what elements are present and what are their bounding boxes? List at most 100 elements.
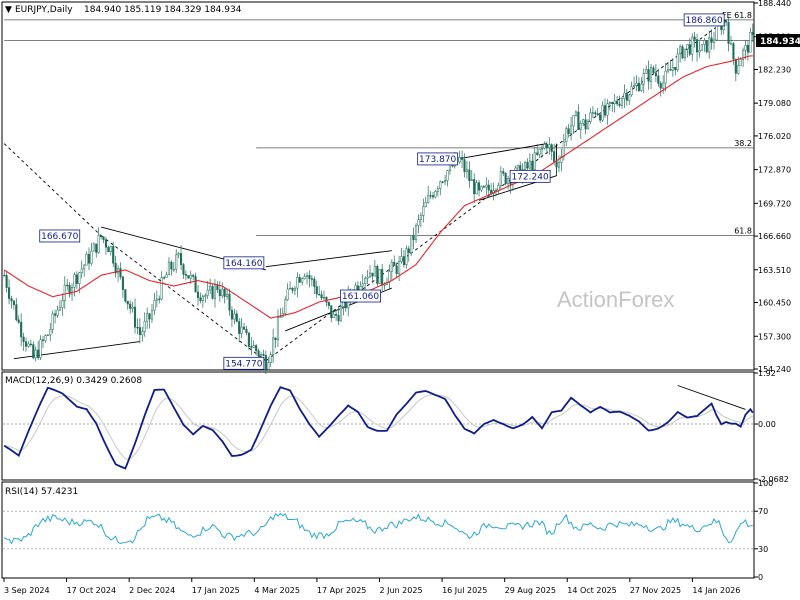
candle-body [303,276,306,279]
horizontal-level-label: FE 61.8 [722,11,752,20]
price-tick-label: 188.440 [758,0,791,8]
candle-body [461,157,464,160]
candle-body [429,195,432,197]
candle-body [119,268,122,278]
candle-body [528,160,531,169]
candle-body [444,180,447,183]
horizontal-level-label: 38.2 [734,139,752,148]
candle-body [51,313,54,330]
candle-body [17,319,20,323]
candle-body [487,184,490,191]
candle-body [289,287,292,290]
price-annotation-box [223,356,265,370]
time-tick-label: 14 Jan 2026 [692,586,740,595]
candle-body [526,162,529,169]
candle-body [221,288,224,297]
candle-body [482,186,485,188]
candle-body [269,354,272,363]
price-tick-label: 163.510 [758,266,791,275]
candle-body [213,284,217,299]
candle-body [250,346,253,348]
wedge-upper-line [265,250,392,268]
price-tick-label: 169.720 [758,199,791,208]
rsi-tick-label: 30 [758,545,768,554]
candle-body [189,274,192,279]
price-annotation-label: 154.770 [225,359,262,369]
candle-body [308,275,311,279]
candle-body [594,112,597,115]
candle-body [468,169,471,181]
candle-body [41,339,45,341]
candle-body [400,256,403,262]
price-badge: 184.934 [760,37,800,47]
time-tick-label: 14 Oct 2025 [567,586,616,595]
candle-body [378,269,381,284]
candle-body [337,315,340,322]
candle-body [381,269,384,286]
price-tick-label: 179.080 [758,99,791,108]
candle-body [376,266,379,284]
rsi-tick-label: 100 [758,479,773,488]
candle-body [247,332,250,347]
price-tick-label: 154.240 [758,365,791,374]
candle-body [652,67,655,73]
candle-body [126,300,129,305]
candle-body [577,111,580,130]
price-annotation-label: 186.860 [686,16,723,26]
macd-title: MACD(12,26,9) 0.3429 0.2608 [5,376,142,386]
candle-body [465,169,468,173]
candle-body [649,67,653,82]
candle-body [361,283,364,287]
candle-body [196,291,200,298]
candle-body [100,235,103,238]
candle-body [318,293,321,296]
macd-tick-label: 0.00 [758,420,776,429]
candle-body [114,262,117,274]
macd-panel-frame [1,371,755,481]
candle-body [497,185,500,191]
candle-body [73,274,76,288]
price-tick-label: 182.230 [758,65,791,74]
candle-body [393,261,396,266]
candle-body [572,115,575,127]
candle-body [61,300,64,308]
candle-body [274,337,277,341]
candle-body [591,112,594,114]
candle-body [601,105,604,121]
candle-body [427,195,430,203]
candle-body [313,278,316,287]
candle-body [734,58,737,74]
candle-body [330,305,333,318]
candle-body [746,44,749,53]
candle-body [22,336,25,342]
candle-body [698,50,701,53]
candle-body [10,298,13,302]
candle-body [240,326,243,334]
candle-body [727,21,730,44]
candle-body [66,284,69,287]
candle-body [180,253,183,265]
candle-body [599,114,602,121]
candle-body [56,309,59,316]
candle-body [582,119,585,124]
candle-body [608,102,611,104]
candle-body [95,243,98,253]
header-arrow-icon: ▼ [5,5,12,15]
candle-body [398,261,401,274]
candle-body [642,72,645,85]
candle-body [32,344,35,359]
candle-body [284,299,287,314]
candle-body [364,277,367,285]
price-annotation-box [683,13,725,27]
time-tick-label: 16 Jul 2025 [442,586,487,595]
candle-body [15,304,18,321]
candle-body [645,69,648,74]
candle-body [388,271,391,283]
candle-body [58,307,61,311]
candle-body [296,277,299,289]
candle-body [298,277,301,283]
candle-body [669,69,672,71]
candle-body [737,65,740,74]
candle-body [44,335,47,341]
candle-body [494,189,498,192]
